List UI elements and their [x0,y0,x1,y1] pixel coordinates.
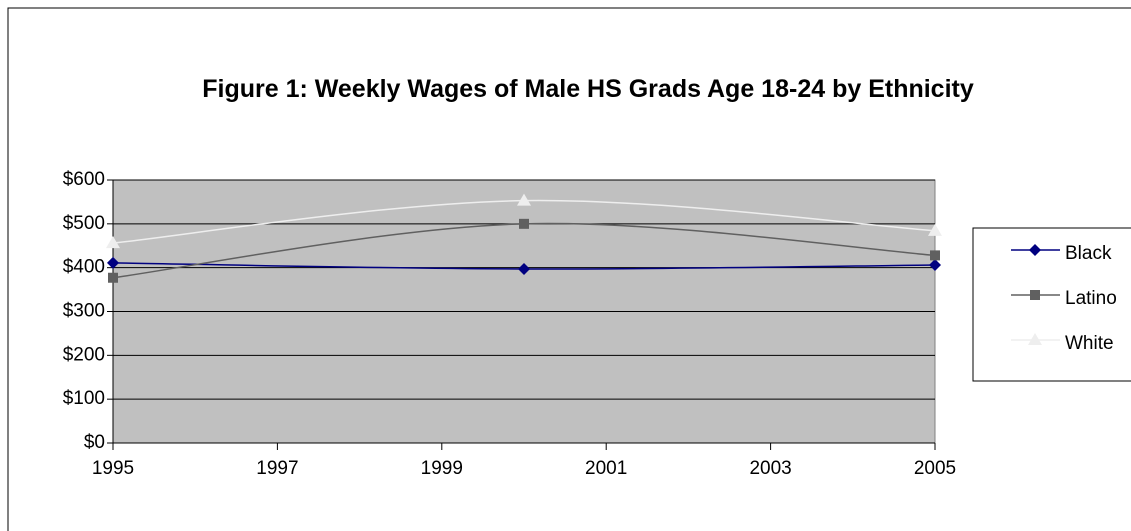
x-tick-label: 1999 [421,458,463,479]
marker [106,236,120,249]
y-tick-label: $200 [63,344,105,365]
y-tick-label: $300 [63,301,105,322]
y-tick-label: $500 [63,213,105,234]
marker [928,223,942,236]
x-tick-label: 2003 [749,458,791,479]
legend-label: White [1065,333,1114,354]
marker [517,193,531,206]
legend-label: Black [1065,243,1112,264]
marker [518,262,530,275]
x-tick-label: 2001 [585,458,627,479]
marker [519,218,529,229]
y-tick-label: $600 [63,169,105,190]
marker [1029,244,1041,256]
marker [107,256,119,269]
x-tick-label: 1995 [92,458,134,479]
marker [930,250,940,261]
y-tick-label: $400 [63,257,105,278]
x-tick-label: 1997 [256,458,298,479]
y-tick-label: $100 [63,388,105,409]
chart-border [7,7,1131,531]
x-tick-label: 2005 [914,458,956,479]
marker [929,259,941,272]
y-tick-label: $0 [84,432,105,453]
legend-label: Latino [1065,288,1117,309]
marker [1028,333,1042,345]
legend [972,227,1131,382]
chart-title: Figure 1: Weekly Wages of Male HS Grads … [202,75,974,103]
marker [108,272,118,283]
marker [1030,290,1040,300]
